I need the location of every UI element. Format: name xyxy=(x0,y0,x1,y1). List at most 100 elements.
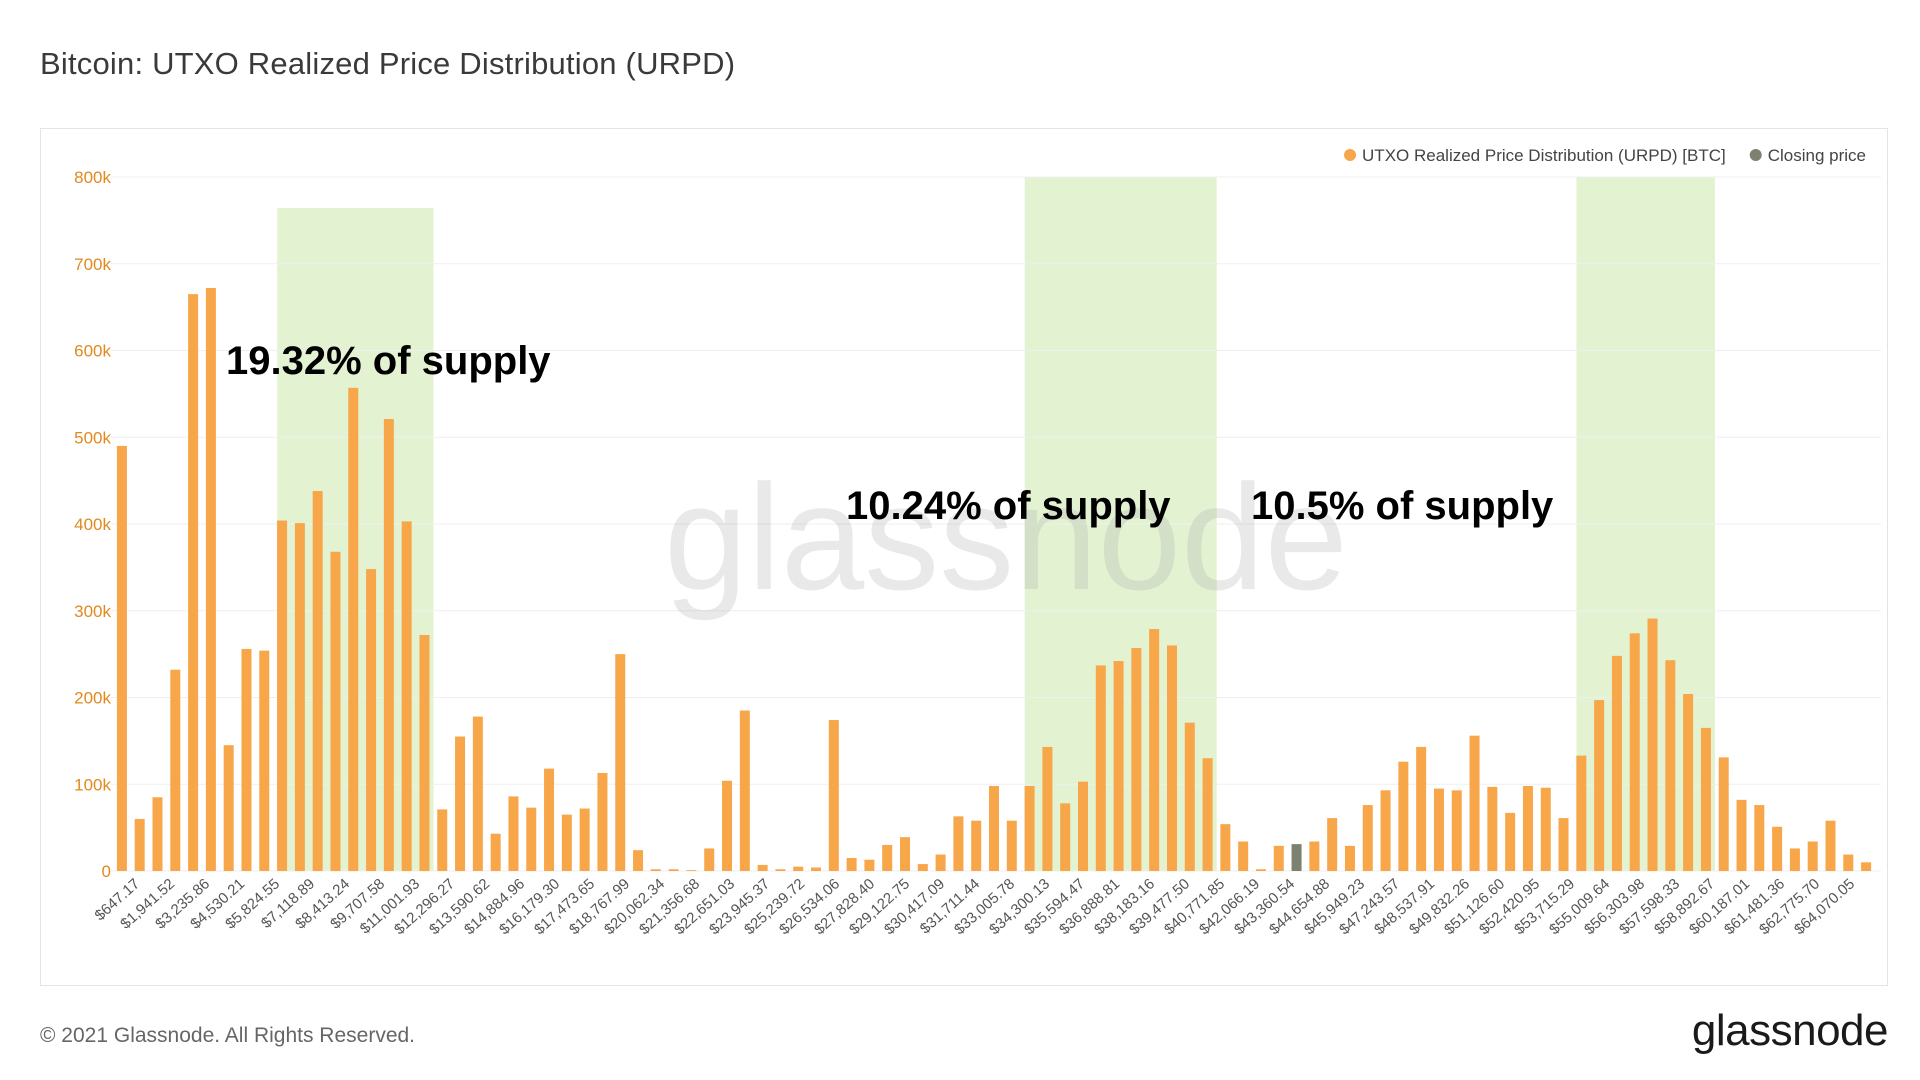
bar[interactable] xyxy=(1042,746,1053,871)
bar[interactable] xyxy=(241,648,252,871)
bar[interactable] xyxy=(366,569,377,871)
bar[interactable] xyxy=(615,654,626,871)
bar[interactable] xyxy=(971,820,982,871)
bar[interactable] xyxy=(1131,648,1142,871)
bar[interactable] xyxy=(775,869,786,871)
bar[interactable] xyxy=(1006,820,1017,871)
bar[interactable] xyxy=(1469,735,1480,871)
bar[interactable] xyxy=(1629,633,1640,871)
bar[interactable] xyxy=(1451,790,1462,871)
bar[interactable] xyxy=(401,521,412,871)
bar[interactable] xyxy=(1611,655,1622,871)
bar[interactable] xyxy=(935,854,946,871)
bar[interactable] xyxy=(383,419,394,871)
bar[interactable] xyxy=(1843,854,1854,871)
bar[interactable] xyxy=(1540,787,1551,871)
bar[interactable] xyxy=(811,867,822,871)
bar[interactable] xyxy=(1772,826,1783,871)
bar[interactable] xyxy=(579,808,590,871)
bar[interactable] xyxy=(900,837,911,871)
bar[interactable] xyxy=(1594,700,1605,871)
bar[interactable] xyxy=(1024,785,1035,871)
bar[interactable] xyxy=(757,864,768,871)
bar[interactable] xyxy=(1683,694,1694,871)
bar[interactable] xyxy=(1647,618,1658,871)
bar[interactable] xyxy=(953,816,964,871)
bar[interactable] xyxy=(1255,869,1266,871)
bar[interactable] xyxy=(1398,761,1409,871)
bar[interactable] xyxy=(1416,746,1427,871)
bar[interactable] xyxy=(1789,848,1800,871)
bar[interactable] xyxy=(633,850,644,871)
legend-label[interactable]: Closing price xyxy=(1768,146,1866,165)
bar[interactable] xyxy=(277,520,288,871)
bar[interactable] xyxy=(1362,805,1373,871)
bar[interactable] xyxy=(1327,818,1338,871)
bar[interactable] xyxy=(1166,645,1177,871)
bar[interactable] xyxy=(1113,661,1124,871)
bar[interactable] xyxy=(1309,841,1320,871)
bar[interactable] xyxy=(1487,786,1498,871)
bar[interactable] xyxy=(704,848,715,871)
bar[interactable] xyxy=(793,866,804,871)
bar[interactable] xyxy=(116,445,127,871)
legend-label[interactable]: UTXO Realized Price Distribution (URPD) … xyxy=(1362,146,1726,165)
bar[interactable] xyxy=(1700,727,1711,871)
bar[interactable] xyxy=(597,772,608,871)
bar[interactable] xyxy=(1149,628,1160,871)
bar[interactable] xyxy=(152,797,163,871)
bar[interactable] xyxy=(1807,841,1818,871)
bar[interactable] xyxy=(1184,722,1195,871)
bar[interactable] xyxy=(686,870,697,871)
bar[interactable] xyxy=(544,768,555,871)
bar[interactable] xyxy=(508,796,519,871)
bar[interactable] xyxy=(668,869,679,871)
bar[interactable] xyxy=(1736,799,1747,871)
bar[interactable] xyxy=(1238,841,1249,871)
bar[interactable] xyxy=(419,635,430,871)
bar[interactable] xyxy=(1861,862,1872,871)
bar[interactable] xyxy=(864,859,875,871)
bar[interactable] xyxy=(739,710,750,871)
bar[interactable] xyxy=(1095,665,1106,871)
bar[interactable] xyxy=(1558,818,1569,871)
bar[interactable] xyxy=(882,844,893,871)
bar[interactable] xyxy=(561,814,572,871)
bar[interactable] xyxy=(828,720,839,871)
bar[interactable] xyxy=(223,745,234,871)
bar[interactable] xyxy=(294,523,305,871)
bar[interactable] xyxy=(455,736,466,871)
bar[interactable] xyxy=(1433,788,1444,871)
bar[interactable] xyxy=(348,387,359,871)
bar[interactable] xyxy=(490,833,501,871)
legend[interactable]: Closing price UTXO Realized Price Distrib… xyxy=(1344,146,1866,165)
bar[interactable] xyxy=(1077,781,1088,871)
bar[interactable] xyxy=(526,807,537,871)
bar[interactable] xyxy=(1220,824,1231,871)
bar[interactable] xyxy=(1060,803,1071,871)
bar[interactable] xyxy=(1505,812,1516,871)
bar[interactable] xyxy=(1380,790,1391,871)
closing-price-bar[interactable] xyxy=(1291,844,1302,871)
bar[interactable] xyxy=(1522,785,1533,871)
bar[interactable] xyxy=(1273,845,1284,871)
bar[interactable] xyxy=(722,780,733,871)
bar[interactable] xyxy=(1718,757,1729,871)
bar[interactable] xyxy=(134,818,145,871)
bar[interactable] xyxy=(1754,805,1765,871)
bar[interactable] xyxy=(188,294,199,871)
bar[interactable] xyxy=(205,288,216,871)
bar[interactable] xyxy=(472,716,483,871)
bar[interactable] xyxy=(437,809,448,871)
bar[interactable] xyxy=(650,869,661,871)
bar[interactable] xyxy=(1344,845,1355,871)
bar[interactable] xyxy=(1665,660,1676,871)
bar[interactable] xyxy=(1825,820,1836,871)
bar[interactable] xyxy=(259,650,270,871)
bar[interactable] xyxy=(1576,755,1587,871)
bar[interactable] xyxy=(917,864,928,871)
bar[interactable] xyxy=(170,669,181,871)
bar[interactable] xyxy=(330,551,341,871)
bar[interactable] xyxy=(312,491,323,871)
bar[interactable] xyxy=(989,785,999,871)
